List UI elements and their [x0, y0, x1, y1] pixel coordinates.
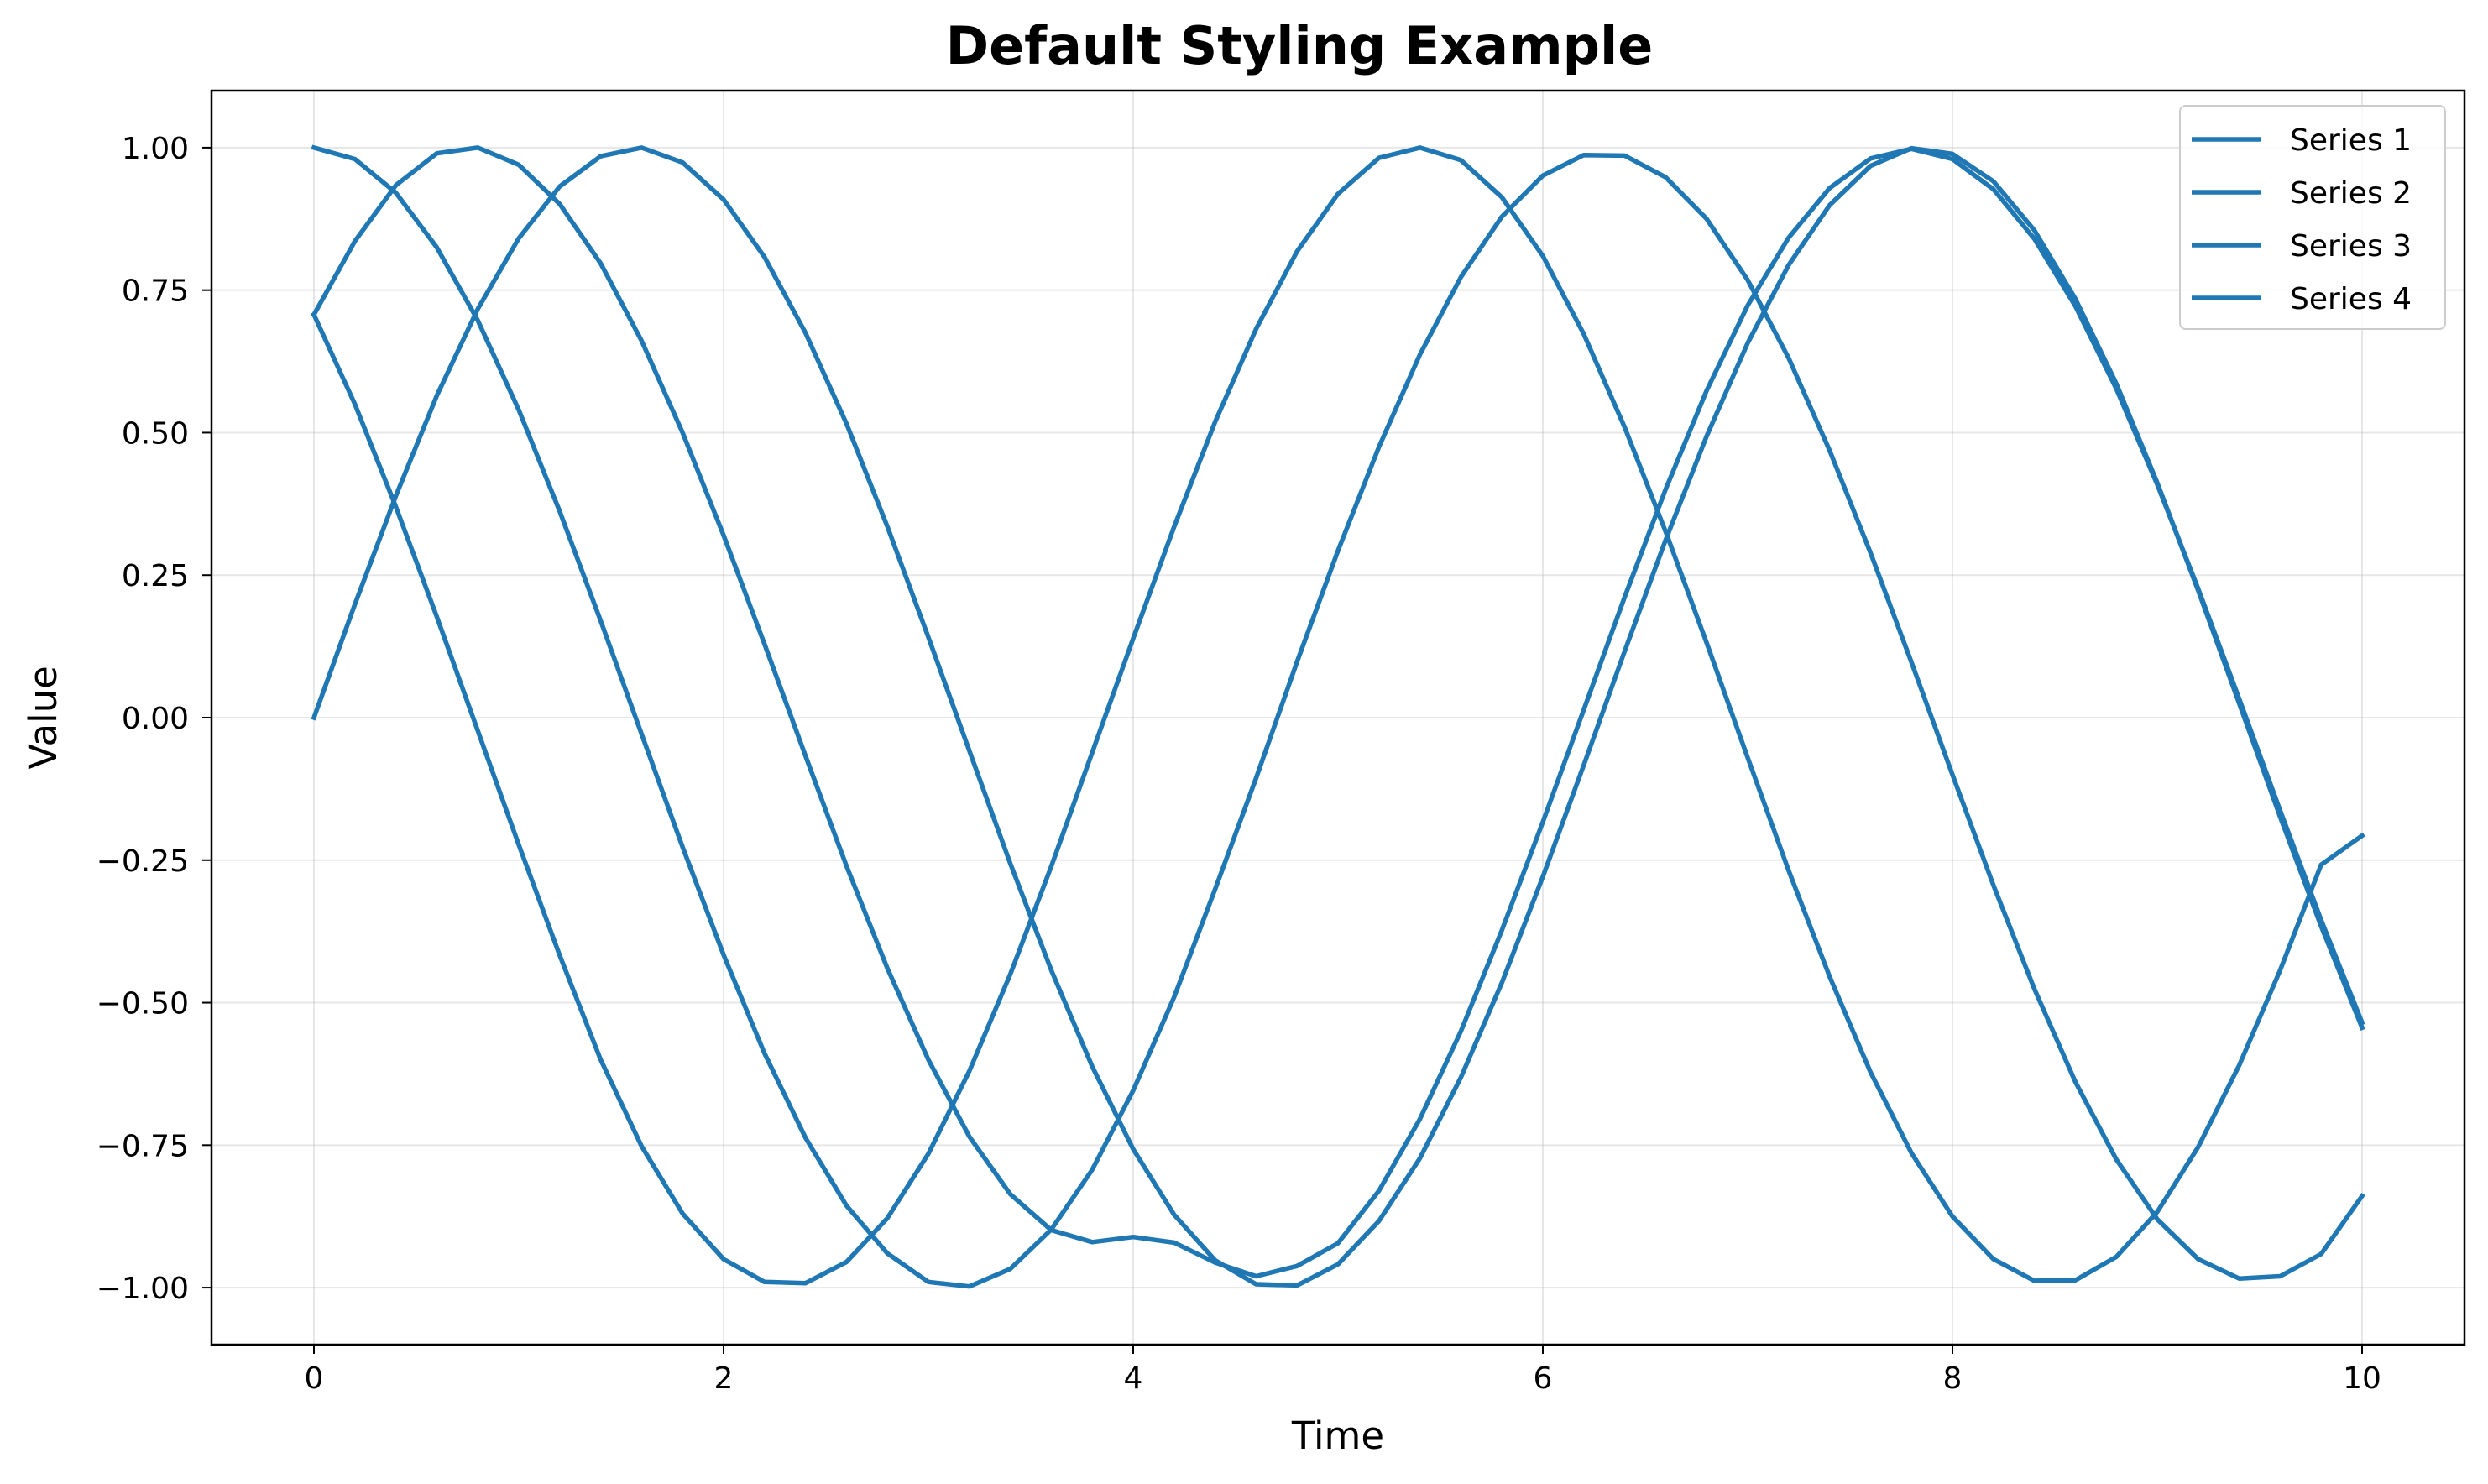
y-tick-label: 1.00	[122, 132, 189, 166]
series-lines	[311, 144, 2365, 1289]
y-tick-label: 0.50	[122, 416, 189, 451]
x-tick-label: 0	[305, 1361, 324, 1396]
y-axis-ticks: −1.00 −0.75 −0.50 −0.25 0.00 0.25 0.50 0.75 1.00	[97, 132, 212, 1306]
x-tick-label: 10	[2343, 1361, 2381, 1396]
x-tick-label: 8	[1943, 1361, 1963, 1396]
series-line-4	[311, 145, 2365, 1286]
legend-label: Series 1	[2290, 123, 2412, 158]
y-tick-label: 0.25	[122, 559, 189, 593]
y-tick-label: −0.75	[97, 1129, 189, 1163]
chart-title: Default Styling Example	[946, 15, 1654, 76]
y-tick-label: 0.75	[122, 274, 189, 309]
series-line-1	[311, 145, 2365, 1288]
legend-box	[2179, 105, 2446, 330]
y-axis-label: Value	[21, 666, 65, 770]
x-tick-label: 4	[1124, 1361, 1143, 1396]
x-axis-label: Time	[1291, 1413, 1384, 1458]
y-tick-label: −0.25	[97, 844, 189, 879]
y-tick-label: −0.50	[97, 987, 189, 1022]
x-axis-ticks: 0 2 4 6 8 10	[305, 1345, 2381, 1396]
legend-label: Series 3	[2290, 229, 2412, 264]
legend-label: Series 4	[2290, 282, 2412, 316]
series-line-3	[311, 144, 2365, 1289]
y-tick-label: 0.00	[122, 702, 189, 736]
legend: Series 1 Series 2 Series 3 Series 4	[2179, 105, 2446, 330]
x-tick-label: 6	[1534, 1361, 1553, 1396]
y-tick-label: −1.00	[97, 1272, 189, 1306]
x-tick-label: 2	[714, 1361, 734, 1396]
series-line-2	[311, 145, 2365, 1279]
legend-label: Series 2	[2290, 176, 2412, 211]
